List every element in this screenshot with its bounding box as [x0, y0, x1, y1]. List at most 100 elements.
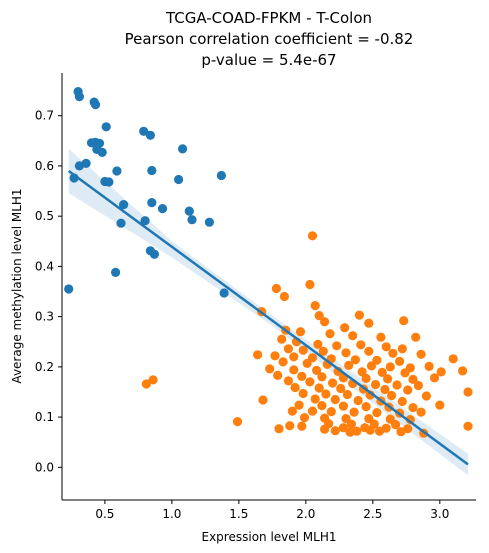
series-1-point	[178, 144, 188, 154]
series-1-point	[101, 122, 111, 132]
series-2-point	[258, 395, 268, 405]
series-2-point	[278, 357, 288, 367]
series-2-point	[354, 310, 364, 320]
x-tick-label: 1.0	[162, 507, 181, 521]
series-1-point	[149, 249, 159, 259]
series-2-point	[416, 349, 426, 359]
series-2-point	[295, 327, 306, 337]
series-2-point	[320, 424, 330, 434]
series-2-point	[290, 382, 300, 393]
series-2-point	[326, 407, 336, 417]
regression-line	[67, 169, 469, 466]
series-2-point	[277, 334, 287, 344]
series-2-point	[285, 421, 295, 431]
x-tick-label: 2.5	[363, 507, 382, 521]
series-2-point	[279, 291, 289, 302]
series-2-point	[380, 384, 390, 395]
series-2-point	[270, 351, 280, 361]
series-2-point	[400, 368, 410, 378]
chart-title-line-1: TCGA-COAD-FPKM - T-Colon	[165, 9, 372, 27]
series-2-point	[377, 367, 387, 377]
series-2-point	[370, 379, 381, 390]
series-2-point	[397, 396, 407, 407]
series-2-point	[313, 339, 323, 349]
y-tick-label: 0.4	[35, 259, 54, 273]
series-2-point	[299, 413, 310, 423]
series-1-point	[112, 166, 122, 176]
series-2-point	[283, 344, 293, 354]
series-2-point	[317, 372, 327, 382]
series-1-point	[119, 200, 129, 210]
axes: 0.5 1.0 1.5 2.0 2.5 3.0 0.0 0.1 0.2 0.3 0.4 0.5 0.6…	[35, 73, 476, 521]
series-2-point	[353, 395, 363, 406]
series-1-point	[104, 177, 114, 187]
x-axis-ticks: 0.5 1.0 1.5 2.0 2.5 3.0	[95, 500, 449, 521]
series-1-point	[219, 288, 229, 298]
series-1-point	[74, 92, 84, 102]
series-2-point	[372, 408, 382, 418]
series-2-point	[413, 380, 423, 391]
series-2-point	[429, 373, 440, 383]
series-2-point	[463, 387, 473, 397]
series-2-point	[310, 394, 320, 404]
series-1-point	[139, 126, 149, 136]
series-2-point	[325, 329, 335, 339]
y-tick-label: 0.3	[35, 310, 54, 324]
series-2-point	[385, 362, 395, 372]
series-1-point	[157, 204, 168, 214]
series-2-point	[388, 348, 398, 358]
series-2-point	[321, 389, 331, 399]
series-2-point	[342, 389, 352, 400]
series-2-point	[405, 415, 415, 425]
y-axis-label: Average methylation level MLH1	[10, 188, 24, 383]
series-2-point	[392, 380, 402, 390]
series-2-point	[361, 373, 371, 383]
series-2-point	[364, 318, 374, 328]
series-1-point	[147, 165, 157, 176]
y-tick-label: 0.5	[35, 209, 54, 223]
y-tick-label: 0.7	[35, 109, 54, 123]
series-2-point	[271, 283, 281, 294]
series-2-point	[330, 426, 340, 436]
y-tick-label: 0.6	[35, 159, 54, 173]
x-tick-label: 1.5	[229, 507, 248, 521]
series-2-point	[340, 323, 350, 333]
series-1-point	[97, 147, 107, 157]
series-1-point	[111, 267, 121, 277]
series-2-point	[458, 366, 468, 376]
series-1-point	[204, 217, 214, 227]
series-2-point	[294, 400, 304, 410]
series-2-point	[302, 358, 312, 368]
series-2-point	[305, 279, 315, 290]
series-2-point	[416, 407, 426, 417]
series-2-point	[435, 400, 445, 410]
series-2-point	[365, 425, 375, 435]
series-2-point	[289, 352, 299, 362]
series-2-point	[253, 350, 263, 360]
x-tick-label: 3.0	[430, 507, 449, 521]
series-2-point	[283, 376, 293, 386]
series-2-point	[349, 407, 359, 417]
series-2-point	[344, 360, 354, 370]
series-2-point	[307, 231, 318, 241]
series-1-point	[116, 218, 126, 228]
x-tick-label: 0.5	[95, 507, 114, 521]
series-2-point	[364, 346, 374, 356]
series-2-point	[297, 371, 307, 381]
series-2-point	[463, 421, 473, 431]
series-1-point	[216, 170, 226, 181]
series-2-point	[338, 401, 348, 411]
series-2-point	[448, 354, 458, 364]
y-tick-label: 0.0	[35, 460, 54, 474]
series-2-point	[148, 375, 158, 385]
scatter-points	[64, 87, 473, 438]
series-2-point	[403, 385, 413, 395]
chart-title: TCGA-COAD-FPKM - T-Colon Pearson correla…	[125, 9, 414, 69]
y-tick-label: 0.1	[35, 410, 54, 424]
series-2-point	[297, 421, 307, 431]
series-2-point	[141, 379, 151, 389]
series-2-point	[396, 427, 406, 437]
series-2-point	[273, 370, 283, 380]
series-1-point	[147, 198, 157, 208]
series-1-point	[140, 216, 150, 226]
